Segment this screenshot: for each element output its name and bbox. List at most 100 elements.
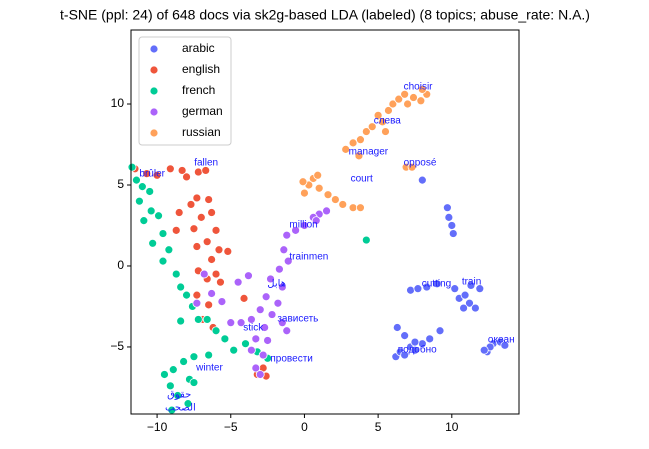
point	[348, 138, 358, 148]
point	[416, 96, 426, 106]
plot-frame	[130, 29, 520, 415]
legend-label: german	[182, 104, 223, 118]
point	[261, 292, 271, 302]
annotation: حقوق	[167, 390, 191, 401]
point	[277, 318, 287, 328]
annotation: cutting	[422, 279, 451, 290]
point	[217, 297, 227, 307]
legend-label: arabic	[182, 41, 215, 55]
point	[406, 285, 415, 295]
x-tick-label: 10	[445, 420, 459, 434]
point	[189, 378, 199, 387]
legend-label: english	[182, 62, 220, 76]
legend-marker	[149, 44, 159, 54]
x-tick-label: 0	[301, 420, 308, 434]
point	[189, 352, 199, 362]
annotation: trainmen	[289, 252, 328, 263]
point	[313, 170, 323, 180]
point	[211, 225, 221, 235]
point	[470, 303, 480, 313]
point	[192, 298, 202, 308]
point	[192, 193, 202, 203]
point	[173, 391, 183, 400]
point	[216, 277, 225, 287]
point	[373, 110, 383, 120]
annotation: opposé	[404, 158, 437, 169]
point	[204, 195, 214, 204]
point	[176, 316, 186, 326]
point	[182, 290, 191, 300]
point	[479, 345, 489, 355]
point	[388, 99, 398, 109]
point	[291, 225, 301, 235]
point	[279, 245, 289, 255]
point	[465, 298, 474, 308]
points	[127, 85, 510, 415]
annotation: brûler	[139, 169, 165, 180]
point	[381, 127, 390, 136]
point	[207, 255, 217, 264]
point	[202, 315, 212, 324]
point	[177, 166, 187, 175]
point	[356, 135, 365, 145]
annotation: подобно	[398, 344, 437, 356]
point	[274, 264, 284, 274]
point	[400, 89, 410, 99]
point	[158, 256, 168, 266]
point	[417, 85, 427, 94]
point	[277, 282, 287, 292]
point	[127, 162, 137, 172]
point	[165, 164, 175, 174]
x-tick-label: 5	[375, 420, 382, 434]
point	[239, 293, 249, 303]
point	[236, 318, 246, 328]
point	[273, 298, 283, 308]
point	[282, 326, 292, 336]
point	[466, 281, 476, 290]
point	[189, 224, 199, 234]
point	[448, 229, 458, 238]
point	[403, 99, 412, 109]
point	[196, 212, 206, 222]
legend-box	[138, 36, 232, 146]
point	[165, 381, 175, 391]
point	[475, 284, 485, 294]
annotation: هابل	[267, 279, 286, 290]
point	[298, 177, 308, 187]
point	[409, 93, 418, 102]
y-tick-label: 0	[117, 258, 124, 272]
point	[394, 94, 404, 104]
point	[367, 122, 377, 132]
point	[361, 127, 371, 136]
annotation: choisir	[404, 82, 434, 93]
point	[447, 221, 457, 230]
point	[266, 274, 275, 284]
point	[300, 188, 309, 198]
point	[241, 339, 250, 349]
point	[251, 363, 261, 373]
point	[132, 175, 141, 185]
point	[176, 282, 186, 292]
annotation: court	[351, 174, 373, 185]
point	[282, 230, 292, 240]
point	[407, 162, 417, 172]
legend-label: russian	[182, 125, 221, 139]
point	[410, 337, 420, 347]
point	[233, 277, 243, 287]
point	[214, 245, 224, 255]
point	[263, 336, 273, 345]
point	[182, 172, 191, 182]
point	[322, 206, 331, 216]
point	[199, 269, 209, 279]
point	[148, 238, 158, 248]
annotation: провести	[270, 354, 312, 365]
legend-marker	[149, 65, 159, 75]
x-tick-label: −10	[147, 420, 168, 434]
point	[154, 211, 163, 221]
point	[207, 289, 217, 298]
annotation: million	[289, 220, 317, 231]
point	[392, 323, 402, 332]
point	[160, 370, 169, 379]
point	[459, 303, 468, 313]
annotation: manager	[349, 147, 389, 158]
